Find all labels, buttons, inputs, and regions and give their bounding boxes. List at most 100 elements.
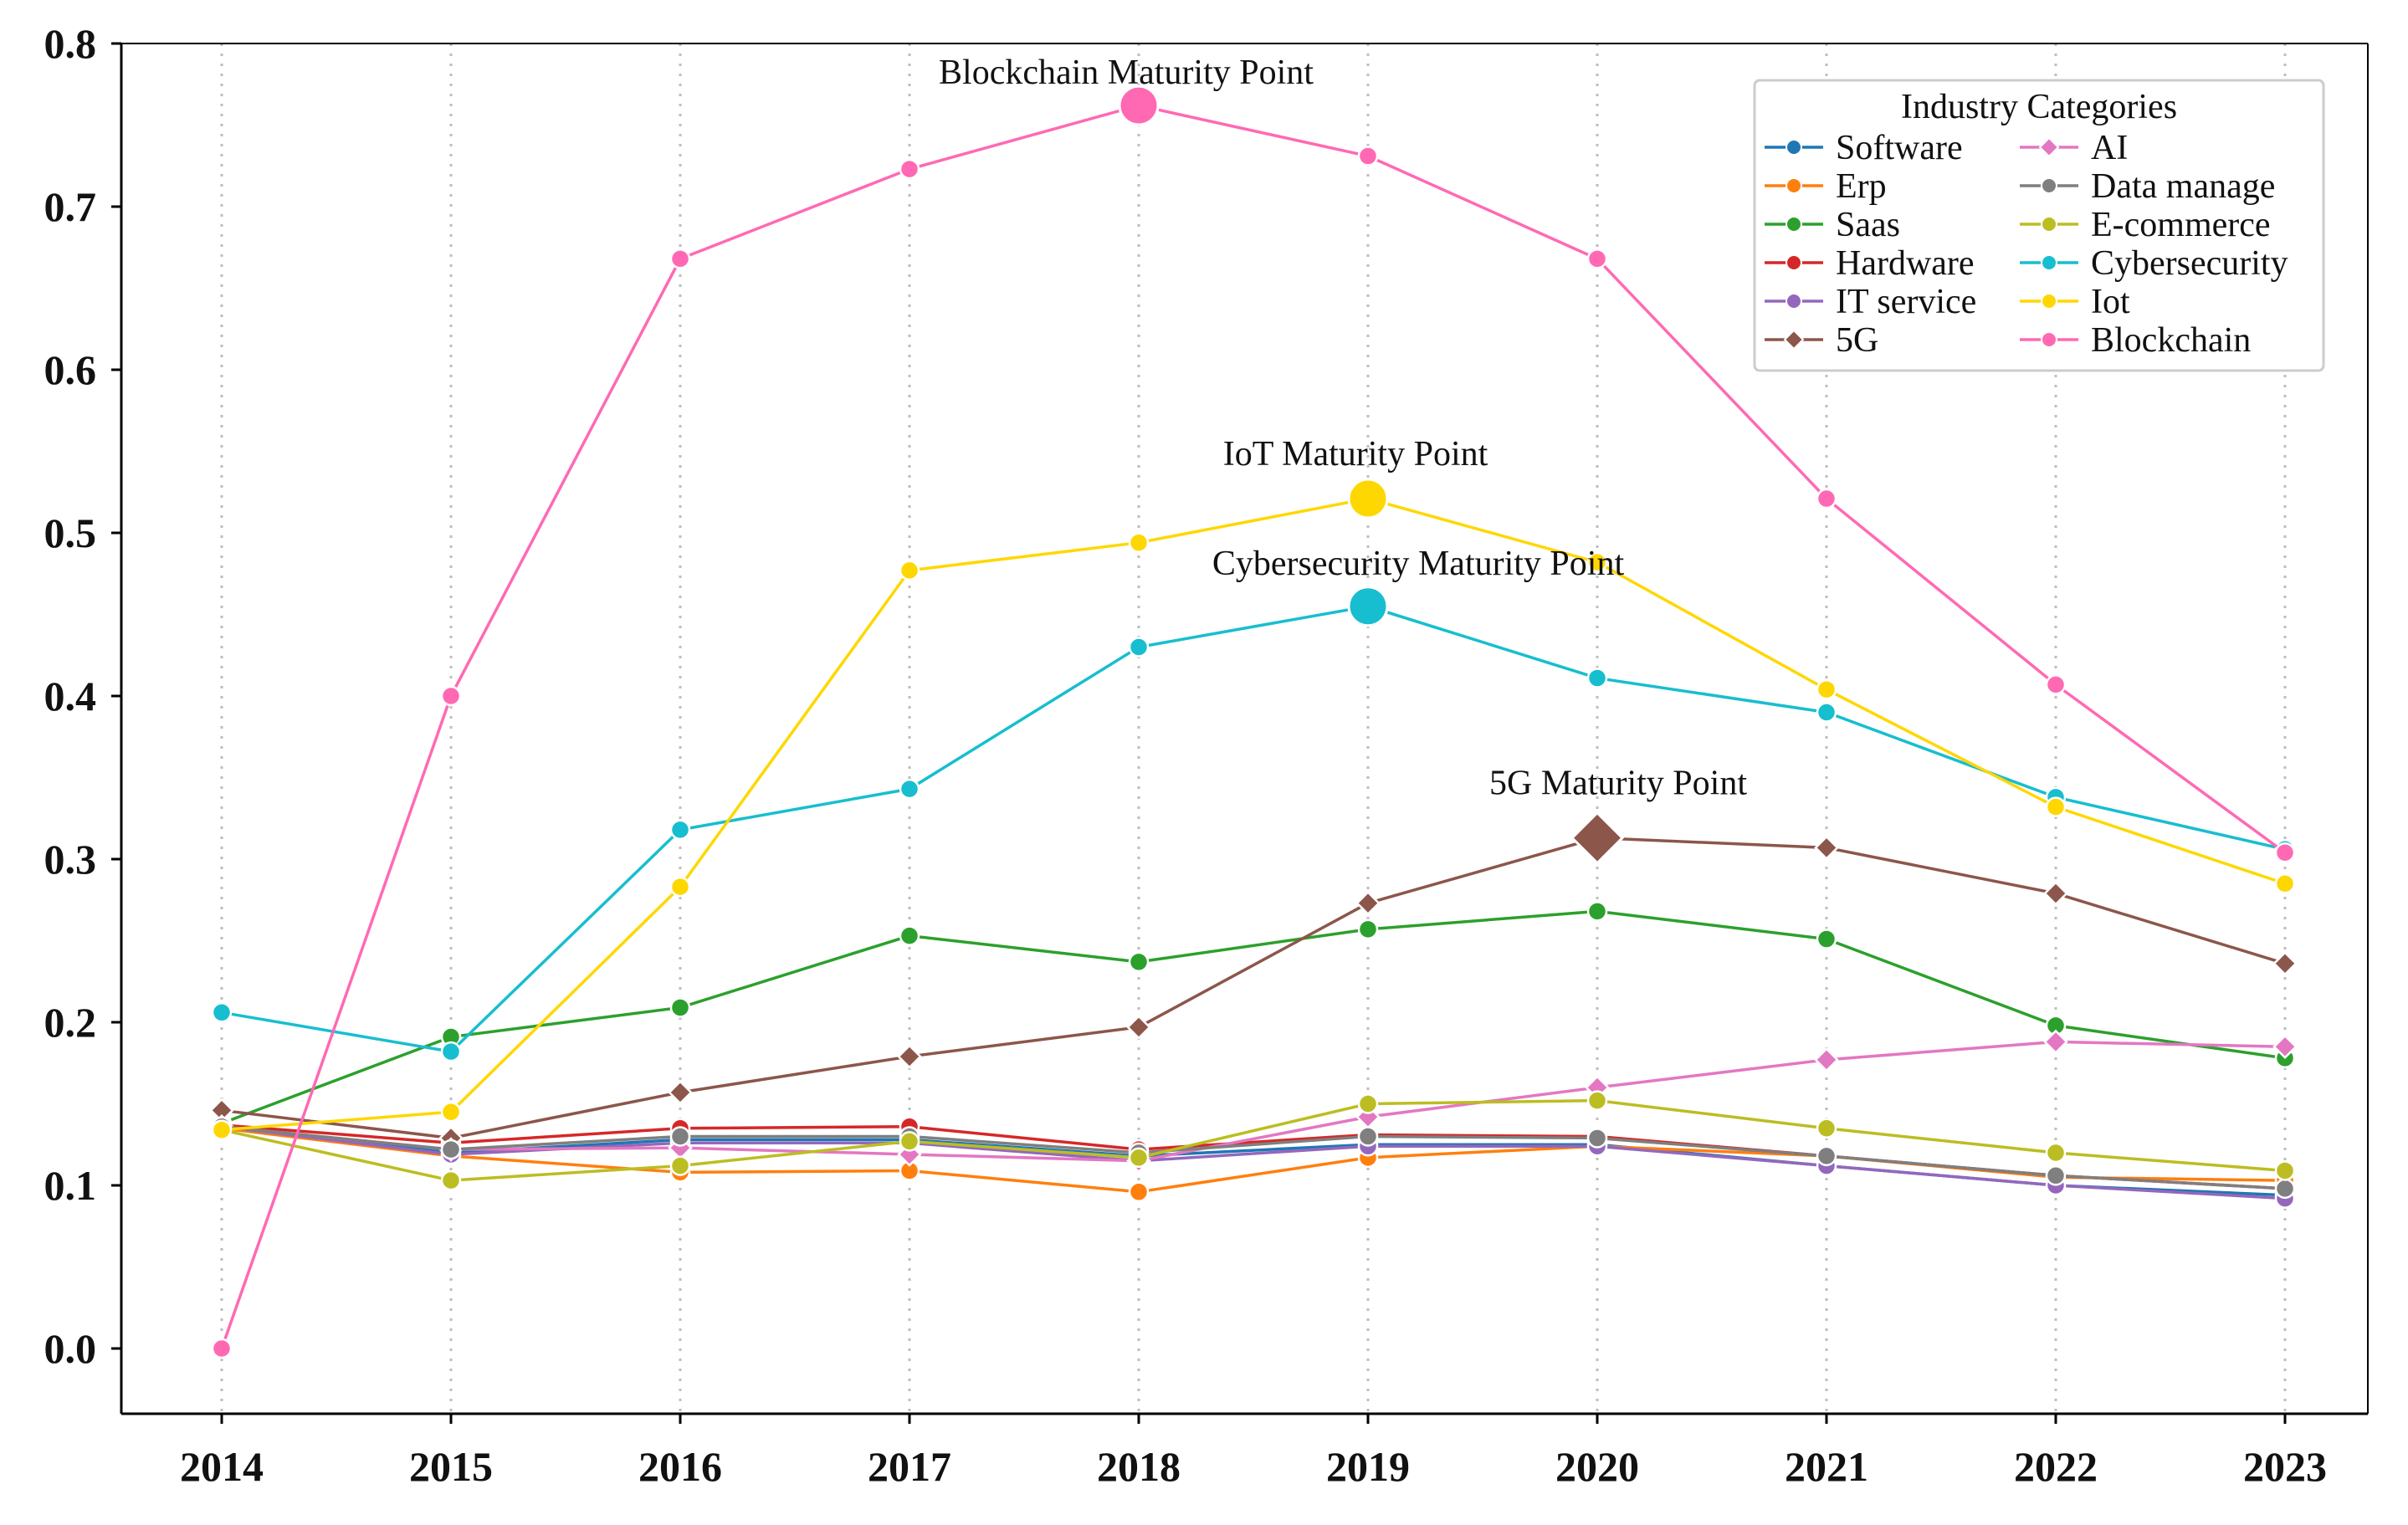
data-point-iot-2017 — [899, 560, 920, 581]
data-point-cybersecurity-2016 — [669, 819, 691, 841]
series-line-data-manage — [221, 1125, 2286, 1190]
data-point-e-commerce-2019 — [1357, 1093, 1379, 1114]
data-point-saas-2018 — [1128, 951, 1150, 973]
data-point-iot-2015 — [440, 1102, 462, 1123]
data-point-5g-2021 — [1814, 835, 1839, 861]
series-line-blockchain — [220, 104, 2287, 1349]
x-tick-label-2020: 2020 — [1555, 1443, 1639, 1490]
x-tick-label-2018: 2018 — [1097, 1443, 1181, 1490]
legend-marker-saas — [1786, 216, 1802, 233]
series-line-iot — [221, 497, 2286, 1132]
maturity-markers — [1118, 84, 1625, 865]
x-tick-label-2022: 2022 — [2014, 1443, 2098, 1490]
data-point-saas-2017 — [899, 925, 920, 946]
legend-label-hardware: Hardware — [1836, 244, 1975, 283]
data-point-iot-2020 — [1586, 551, 1608, 573]
x-tick-label-2016: 2016 — [638, 1443, 722, 1490]
x-tick-label-2021: 2021 — [1785, 1443, 1868, 1490]
legend-marker-ai — [2038, 136, 2060, 158]
annotation-iot: IoT Maturity Point — [1223, 435, 1488, 473]
data-point-5g-2022 — [2043, 881, 2068, 906]
data-point-erp-2018 — [1128, 1181, 1150, 1203]
legend-label-data-manage: Data manage — [2091, 167, 2275, 206]
data-point-blockchain-2020 — [1586, 248, 1608, 269]
data-point-5g-2019 — [1355, 890, 1381, 916]
y-tick-label-0.4: 0.4 — [44, 673, 97, 719]
legend-marker-it-service — [1786, 293, 1802, 310]
legend-marker-data-manage — [2041, 177, 2057, 194]
legend-marker-software — [1786, 139, 1802, 156]
series-line-5g — [221, 836, 2286, 1140]
data-point-data-manage-2016 — [669, 1126, 691, 1147]
data-point-blockchain-2021 — [1816, 488, 1837, 509]
data-point-saas-2019 — [1357, 919, 1379, 940]
legend-marker-e-commerce — [2041, 216, 2057, 233]
data-point-saas-2020 — [1586, 901, 1608, 922]
legend-label-5g: 5G — [1836, 321, 1878, 360]
legend-label-it-service: IT service — [1836, 283, 1976, 321]
data-point-ai-2023 — [2272, 1034, 2298, 1060]
legend-label-cybersecurity: Cybersecurity — [2091, 244, 2288, 283]
data-point-data-manage-2020 — [1586, 1128, 1608, 1149]
legend-label-blockchain: Blockchain — [2091, 321, 2251, 360]
data-point-blockchain-2019 — [1357, 146, 1379, 166]
series-layer — [209, 95, 2298, 1359]
legend-item-it-service: IT service — [1765, 283, 1976, 321]
y-tick-label-0.1: 0.1 — [44, 1162, 97, 1209]
legend-marker-blockchain — [2041, 331, 2057, 348]
y-tick-label-0.6: 0.6 — [44, 346, 97, 393]
data-point-5g-2023 — [2272, 951, 2298, 976]
data-point-iot-2018 — [1128, 532, 1150, 553]
x-tick-label-2017: 2017 — [868, 1443, 951, 1490]
data-point-iot-2016 — [669, 876, 691, 898]
legend-item-iot: Iot — [2020, 283, 2130, 321]
data-point-iot-2021 — [1816, 678, 1837, 700]
y-tick-label-0.0: 0.0 — [44, 1325, 97, 1372]
series-line-saas — [221, 909, 2286, 1125]
y-tick-label-0.2: 0.2 — [44, 999, 97, 1046]
legend-item-software: Software — [1765, 129, 1963, 167]
annotation-blockchain: Blockchain Maturity Point — [939, 54, 1314, 92]
legend-marker-hardware — [1786, 254, 1802, 271]
data-point-e-commerce-2018 — [1128, 1147, 1150, 1169]
data-point-e-commerce-2022 — [2045, 1142, 2067, 1164]
data-point-iot-2023 — [2274, 873, 2296, 894]
data-point-cybersecurity-2015 — [440, 1041, 462, 1062]
data-point-blockchain-2015 — [440, 685, 462, 707]
y-tick-label-0.5: 0.5 — [44, 509, 97, 556]
data-point-saas-2016 — [669, 997, 691, 1018]
y-tick-label-0.7: 0.7 — [44, 183, 97, 230]
maturity-marker-blockchain — [1118, 84, 1160, 126]
data-point-data-manage-2021 — [1816, 1145, 1837, 1167]
data-point-cybersecurity-2017 — [899, 778, 920, 800]
data-point-blockchain-2017 — [899, 158, 920, 180]
annotation-cybersecurity: Cybersecurity Maturity Point — [1212, 545, 1625, 583]
maturity-marker-5g — [1570, 811, 1625, 865]
legend-item-e-commerce: E-commerce — [2020, 206, 2271, 244]
legend-title: Industry Categories — [1901, 88, 2177, 126]
legend-marker-5g — [1783, 329, 1805, 351]
x-tick-label-2015: 2015 — [409, 1443, 493, 1490]
data-point-blockchain-2014 — [211, 1338, 233, 1359]
maturity-marker-cybersecurity — [1347, 586, 1389, 627]
data-point-e-commerce-2015 — [440, 1169, 462, 1191]
data-point-cybersecurity-2020 — [1586, 668, 1608, 688]
legend-label-e-commerce: E-commerce — [2091, 206, 2271, 244]
annotations: Blockchain Maturity Point IoT Maturity Po… — [939, 54, 1747, 803]
series-iot — [211, 488, 2296, 1140]
x-tick-label-2014: 2014 — [180, 1443, 264, 1490]
data-point-5g-2017 — [897, 1044, 922, 1069]
data-point-blockchain-2023 — [2274, 842, 2296, 863]
legend-item-saas: Saas — [1765, 206, 1900, 244]
data-point-iot-2014 — [211, 1119, 233, 1140]
data-point-5g-2018 — [1126, 1015, 1151, 1040]
series-line-cybersecurity — [221, 604, 2286, 1053]
grid-lines — [220, 43, 2287, 1414]
annotation-5g: 5G Maturity Point — [1489, 765, 1747, 803]
legend-item-erp: Erp — [1765, 167, 1887, 206]
data-point-data-manage-2019 — [1357, 1126, 1379, 1147]
data-point-saas-2021 — [1816, 929, 1837, 949]
legend-marker-iot — [2041, 293, 2057, 310]
legend: Industry CategoriesSoftwareErpSaasHardwa… — [1753, 79, 2325, 372]
